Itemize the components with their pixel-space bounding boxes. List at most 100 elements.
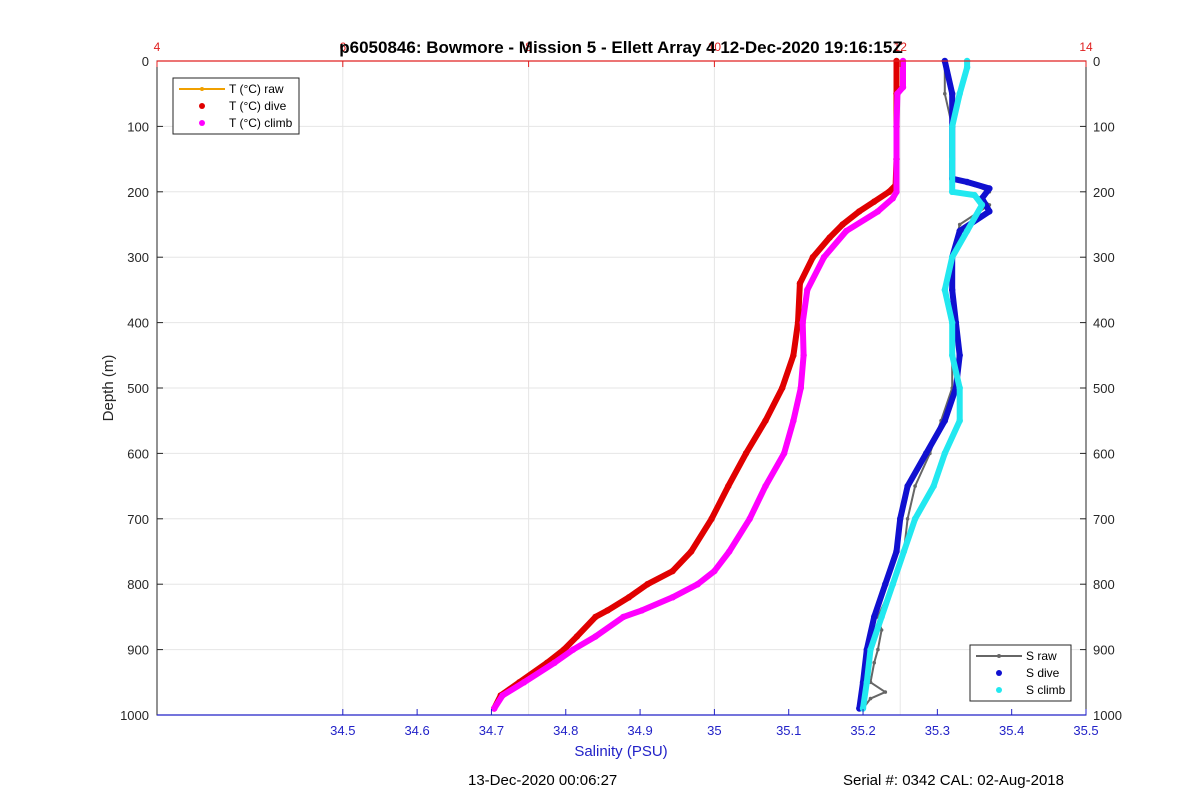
data-point [874,208,882,215]
data-point [949,188,956,195]
data-point [893,548,900,555]
depth-tick-label: 500 [127,381,149,396]
footer-timestamp: 13-Dec-2020 00:06:27 [468,772,618,789]
data-point [843,227,850,235]
data-point [499,692,506,699]
temperature-tick-label: 6 [339,40,346,54]
data-point [790,352,797,359]
legend-label: T (°C) dive [229,99,287,113]
data-point [941,417,948,424]
data-point [943,91,947,96]
depth-tick-label-right: 400 [1093,316,1115,331]
data-point [604,607,611,614]
data-point [799,319,806,326]
data-point [708,515,715,522]
data-point [669,567,676,575]
data-point [978,201,986,209]
depth-tick-label-right: 200 [1093,185,1115,200]
data-point [899,84,907,91]
salinity-tick-label: 34.6 [404,723,429,738]
data-point [491,705,498,712]
legend-marker [996,670,1002,676]
data-point [956,90,963,97]
data-point [820,254,828,261]
data-point [889,195,896,202]
data-point [941,286,948,294]
data-point [882,581,889,588]
salinity-tick-label: 35.3 [925,723,950,738]
data-point [986,185,993,192]
data-point [644,581,651,588]
depth-tick-label-right: 100 [1093,119,1115,134]
footer-serial-calibration: Serial #: 0342 CAL: 02-Aug-2018 [843,772,1064,789]
data-point [957,222,962,227]
salinity-tick-label: 34.8 [553,723,578,738]
data-point [876,647,880,652]
series-line [491,58,906,712]
series-line [491,58,900,712]
legend-marker [996,687,1002,693]
legend-box [172,77,300,135]
depth-tick-label: 600 [127,446,149,461]
data-point [688,548,695,555]
data-point [796,280,804,287]
depth-tick-label: 100 [127,119,149,134]
depth-tick-label: 300 [127,250,149,265]
depth-tick-label-right: 300 [1093,250,1115,265]
data-point [893,123,900,130]
data-point [638,607,646,614]
data-point [725,482,732,490]
data-point [871,613,878,621]
data-point [804,286,811,294]
legend-label: T (°C) climb [229,116,293,130]
data-point [885,188,893,195]
temperature-tick-label: 8 [525,40,532,54]
data-point [893,188,900,195]
data-point [780,450,788,457]
data-point [897,515,904,522]
legend-label: S dive [1026,666,1060,680]
data-point [949,286,956,294]
data-point [551,659,558,666]
salinity-tick-label: 34.9 [627,723,652,738]
depth-tick-label-right: 900 [1093,643,1115,658]
legend-marker [200,87,204,91]
data-point [746,515,753,522]
depth-tick-label-right: 800 [1093,577,1115,592]
data-point [694,581,701,588]
salinity-tick-label: 35.2 [850,723,875,738]
data-point [949,90,956,97]
data-point [620,613,627,621]
data-point [868,696,873,701]
axes-layer: 0 0 100 100 200 200 300 300 400 400 500 500 600 600 70… [120,40,1122,738]
data-point [797,384,804,392]
data-point [949,254,956,261]
series-line [860,58,985,712]
data-point [956,417,963,424]
temperature-tick-label: 10 [708,40,722,54]
data-point [949,155,956,163]
depth-tick-label-right: 0 [1093,54,1100,69]
data-point [826,234,833,241]
salinity-tick-label: 35.4 [999,723,1024,738]
legend-label: S raw [1026,649,1057,663]
data-point [592,613,599,621]
salinity-tick-label: 34.7 [479,723,504,738]
data-point [570,646,577,653]
data-point [809,254,817,261]
data-point [790,417,797,424]
legend-label: S climb [1026,683,1066,697]
data-point [900,548,908,555]
data-point [893,155,900,163]
data-point [879,628,884,632]
salinity-tick-label: 35 [707,723,721,738]
data-point [949,352,956,359]
data-point [923,450,930,457]
temperature-tick-label: 12 [894,40,908,54]
depth-tick-label: 200 [127,185,149,200]
data-point [941,450,948,457]
data-point [963,227,971,235]
depth-tick-label: 800 [127,577,149,592]
temperature-tick-label: 4 [154,40,161,54]
